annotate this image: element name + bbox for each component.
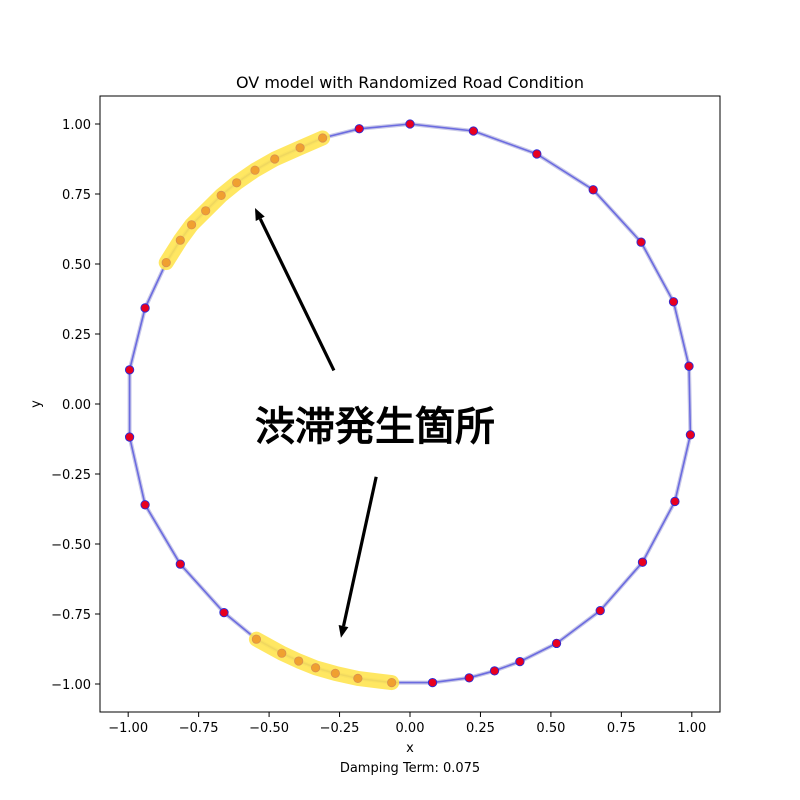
vehicle-point <box>427 677 438 688</box>
damping-caption: Damping Term: 0.075 <box>340 761 480 776</box>
congested-vehicle-point <box>216 190 226 200</box>
vehicle-point <box>670 496 680 507</box>
x-tick-label: 0.00 <box>396 721 425 736</box>
x-axis: −1.00 −0.75 −0.50 −0.25 0.00 0.25 0.50 0.75 1.00 <box>108 712 706 736</box>
congested-vehicle-point <box>310 663 321 673</box>
x-tick-label: −1.00 <box>108 721 148 736</box>
congested-vehicle-point <box>295 143 305 153</box>
x-tick-label: −0.50 <box>249 721 289 736</box>
x-tick-label: −0.75 <box>179 721 219 736</box>
y-axis: −1.00 −0.75 −0.50 −0.25 0.00 0.25 0.50 0.75 1.00 <box>51 118 100 693</box>
congested-vehicle-point <box>175 235 185 245</box>
congested-vehicle-point <box>387 677 397 688</box>
vehicle-point <box>685 430 696 440</box>
y-tick-label: 0.25 <box>62 328 91 343</box>
vehicle-point <box>636 237 646 247</box>
y-tick-label: 0.50 <box>62 258 91 273</box>
vehicle-point <box>124 432 135 442</box>
vehicle-point <box>684 361 694 371</box>
vehicle-point <box>489 666 500 676</box>
vehicle-point <box>140 303 150 313</box>
y-tick-label: −0.25 <box>51 468 91 483</box>
congested-vehicle-point <box>353 673 363 684</box>
chart-title: OV model with Randomized Road Condition <box>236 73 584 92</box>
vehicle-point <box>515 656 525 667</box>
vehicle-point <box>588 185 598 195</box>
congested-vehicle-point <box>277 648 287 658</box>
congested-vehicle-point <box>330 668 340 678</box>
congested-vehicle-point <box>251 634 262 644</box>
vehicle-point <box>532 149 542 159</box>
annotation-arrow-head <box>255 208 265 221</box>
annotation-arrows-layer <box>255 208 378 638</box>
x-tick-label: 0.75 <box>607 721 636 736</box>
congested-vehicle-point <box>201 206 211 216</box>
vehicle-points-layer <box>124 119 696 688</box>
vehicle-point <box>219 607 229 618</box>
congested-vehicle-point <box>294 656 304 666</box>
congestion-annotation: 渋滞発生箇所 <box>255 404 495 450</box>
congestion-band-upper <box>158 130 331 271</box>
vehicle-point <box>354 124 364 134</box>
annotation-arrow-shaft <box>258 218 336 372</box>
annotation-arrow-head <box>338 625 349 638</box>
x-axis-label: x <box>406 741 414 756</box>
y-tick-label: 0.00 <box>62 398 91 413</box>
annotation-arrow-shaft <box>341 476 378 627</box>
congested-vehicle-point <box>186 220 197 230</box>
vehicle-point <box>595 605 605 616</box>
vehicle-point <box>175 559 185 569</box>
congested-vehicle-point <box>270 154 280 164</box>
vehicle-point <box>551 638 562 649</box>
congested-vehicle-point <box>250 165 260 175</box>
vehicle-point <box>668 297 679 307</box>
congestion-band-lower <box>248 631 400 691</box>
vehicle-point <box>637 557 648 567</box>
vehicle-point <box>464 673 474 683</box>
congested-vehicle-point <box>232 178 242 188</box>
y-tick-label: −1.00 <box>51 678 91 693</box>
plot-area <box>124 119 696 691</box>
y-tick-label: −0.75 <box>51 608 91 623</box>
y-axis-label: y <box>29 400 44 408</box>
vehicle-point <box>124 365 135 375</box>
y-tick-label: 0.75 <box>62 188 91 203</box>
x-tick-label: 1.00 <box>677 721 706 736</box>
x-tick-label: 0.25 <box>466 721 495 736</box>
congested-vehicle-point <box>318 133 328 143</box>
congested-vehicle-point <box>161 257 171 268</box>
y-tick-label: 1.00 <box>62 118 91 133</box>
vehicle-point <box>405 119 415 129</box>
x-tick-label: 0.50 <box>536 721 565 736</box>
vehicle-point <box>468 126 479 136</box>
x-tick-label: −0.25 <box>320 721 360 736</box>
vehicle-point <box>140 500 150 510</box>
y-tick-label: −0.50 <box>51 538 91 553</box>
